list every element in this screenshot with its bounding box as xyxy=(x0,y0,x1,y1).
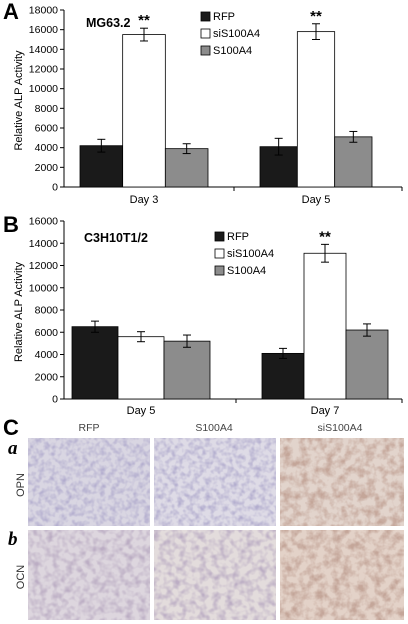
bar xyxy=(303,252,347,400)
column-title-rfp: RFP xyxy=(79,422,100,434)
bar xyxy=(71,326,119,400)
category-label: Day 5 xyxy=(302,194,331,206)
row-label-ocn: OCN xyxy=(15,565,27,590)
y-tick-label: 8000 xyxy=(35,103,59,115)
legend-swatch xyxy=(214,248,225,259)
chart-title: C3H10T1/2 xyxy=(84,231,148,245)
micrograph-opn-rfp xyxy=(28,438,150,526)
micrograph-ocn-rfp xyxy=(28,530,150,620)
significance-marker: ** xyxy=(319,228,331,245)
chart-a: 0 2000 4000 6000 8000 10000 12000 14000 16000 180… xyxy=(13,5,403,206)
bar xyxy=(117,336,165,400)
bar xyxy=(261,352,305,400)
legend-swatch xyxy=(214,265,225,276)
micrograph-opn-sis100a4 xyxy=(280,438,404,526)
panel-letter-c: C xyxy=(3,415,19,440)
legend-swatch xyxy=(200,45,211,56)
bar xyxy=(122,34,166,188)
panel-sublabel-b: b xyxy=(8,529,18,550)
panel-letter-b: B xyxy=(3,212,19,237)
bar xyxy=(164,148,209,188)
y-tick-label: 2000 xyxy=(35,371,59,383)
row-label-opn: OPN xyxy=(15,473,27,497)
panel-letter-a: A xyxy=(3,0,19,24)
legend-label: RFP xyxy=(213,11,235,23)
y-tick-label: 10000 xyxy=(29,83,58,95)
y-tick-label: 16000 xyxy=(29,24,58,36)
y-tick-label: 4000 xyxy=(35,142,59,154)
y-tick-label: 0 xyxy=(52,182,58,194)
micrograph-ocn-s100a4 xyxy=(154,530,276,620)
bar xyxy=(345,329,389,400)
y-axis-label: Relative ALP Activity xyxy=(13,50,25,151)
significance-marker: ** xyxy=(138,12,150,29)
legend-label: S100A4 xyxy=(227,265,266,277)
category-label: Day 7 xyxy=(311,405,340,417)
y-tick-label: 10000 xyxy=(29,282,58,294)
chart-title: MG63.2 xyxy=(86,16,131,30)
y-tick-label: 12000 xyxy=(29,64,58,76)
y-tick-label: 18000 xyxy=(29,5,58,17)
bar xyxy=(163,340,211,400)
y-tick-label: 4000 xyxy=(35,349,59,361)
category-label: Day 3 xyxy=(130,194,159,206)
chart-b: 0 2000 4000 6000 8000 10000 12000 14000 16000 Rel… xyxy=(13,216,403,417)
micrograph-ocn-sis100a4 xyxy=(280,530,404,620)
bar xyxy=(334,136,373,188)
column-title-sis100a4: siS100A4 xyxy=(318,422,363,434)
bar xyxy=(296,31,336,188)
y-tick-label: 14000 xyxy=(29,44,58,56)
legend-swatch xyxy=(214,231,225,242)
y-tick-label: 14000 xyxy=(29,238,58,250)
micrograph-opn-s100a4 xyxy=(154,438,276,526)
y-tick-label: 6000 xyxy=(35,327,59,339)
legend-swatch xyxy=(200,11,211,22)
category-label: Day 5 xyxy=(127,405,156,417)
y-tick-label: 2000 xyxy=(35,162,59,174)
y-tick-label: 6000 xyxy=(35,123,59,135)
legend-label: siS100A4 xyxy=(213,28,260,40)
legend-label: S100A4 xyxy=(213,45,252,57)
legend-label: siS100A4 xyxy=(227,248,274,260)
y-tick-label: 0 xyxy=(52,394,58,406)
y-tick-label: 16000 xyxy=(29,216,58,228)
legend-label: RFP xyxy=(227,231,249,243)
column-title-s100a4: S100A4 xyxy=(195,422,233,434)
significance-marker: ** xyxy=(310,8,322,25)
y-axis-label: Relative ALP Activity xyxy=(13,261,25,362)
y-tick-label: 12000 xyxy=(29,260,58,272)
y-tick-label: 8000 xyxy=(35,305,59,317)
micrograph-grid xyxy=(28,438,404,620)
panel-sublabel-a: a xyxy=(8,438,18,459)
legend-swatch xyxy=(200,28,211,39)
